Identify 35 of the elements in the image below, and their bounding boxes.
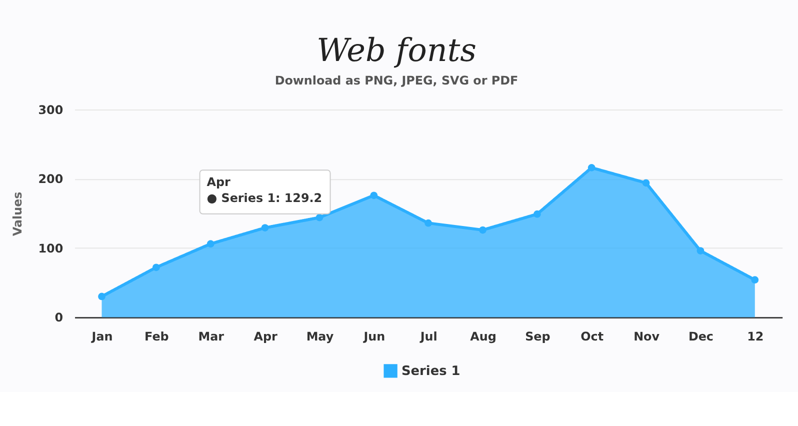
point (588, 164, 596, 172)
x-tick-label: Dec (688, 330, 714, 344)
x-tick-label: Jul (419, 330, 438, 344)
x-tick-label: Feb (144, 330, 169, 344)
point (152, 264, 160, 272)
point (261, 224, 269, 232)
x-tick-label: Sep (525, 330, 550, 344)
point (642, 179, 650, 187)
y-axis-title: Values (10, 192, 24, 236)
x-tick-label: Nov (634, 330, 660, 344)
x-tick-label: Aug (470, 330, 496, 344)
y-tick-label: 200 (38, 172, 64, 186)
point (316, 214, 324, 222)
x-tick-label: Jan (90, 330, 113, 344)
annotation: Apr ● Series 1: 129.2 (206, 175, 322, 205)
point (370, 192, 378, 200)
x-tick-label: Oct (580, 330, 604, 344)
x-tick-label: May (306, 330, 334, 344)
point (479, 226, 486, 234)
point (533, 210, 541, 218)
chart-title: Web fonts (316, 32, 476, 69)
x-tick-label: Apr (254, 330, 278, 344)
legend-label: Series 1 (401, 364, 460, 379)
point (206, 240, 214, 248)
point (98, 292, 106, 300)
x-tick-label: Jun (362, 330, 386, 344)
x-tick-label: 12 (747, 330, 764, 344)
y-tick-label: 300 (38, 103, 64, 118)
y-tick-label: 100 (38, 241, 64, 256)
chart-subtitle: Download as PNG, JPEG, SVG or PDF (274, 74, 518, 88)
x-tick-label: Mar (198, 330, 224, 344)
point (424, 219, 432, 227)
y-tick-label: 0 (54, 310, 64, 325)
point (696, 247, 704, 254)
point (751, 276, 759, 284)
